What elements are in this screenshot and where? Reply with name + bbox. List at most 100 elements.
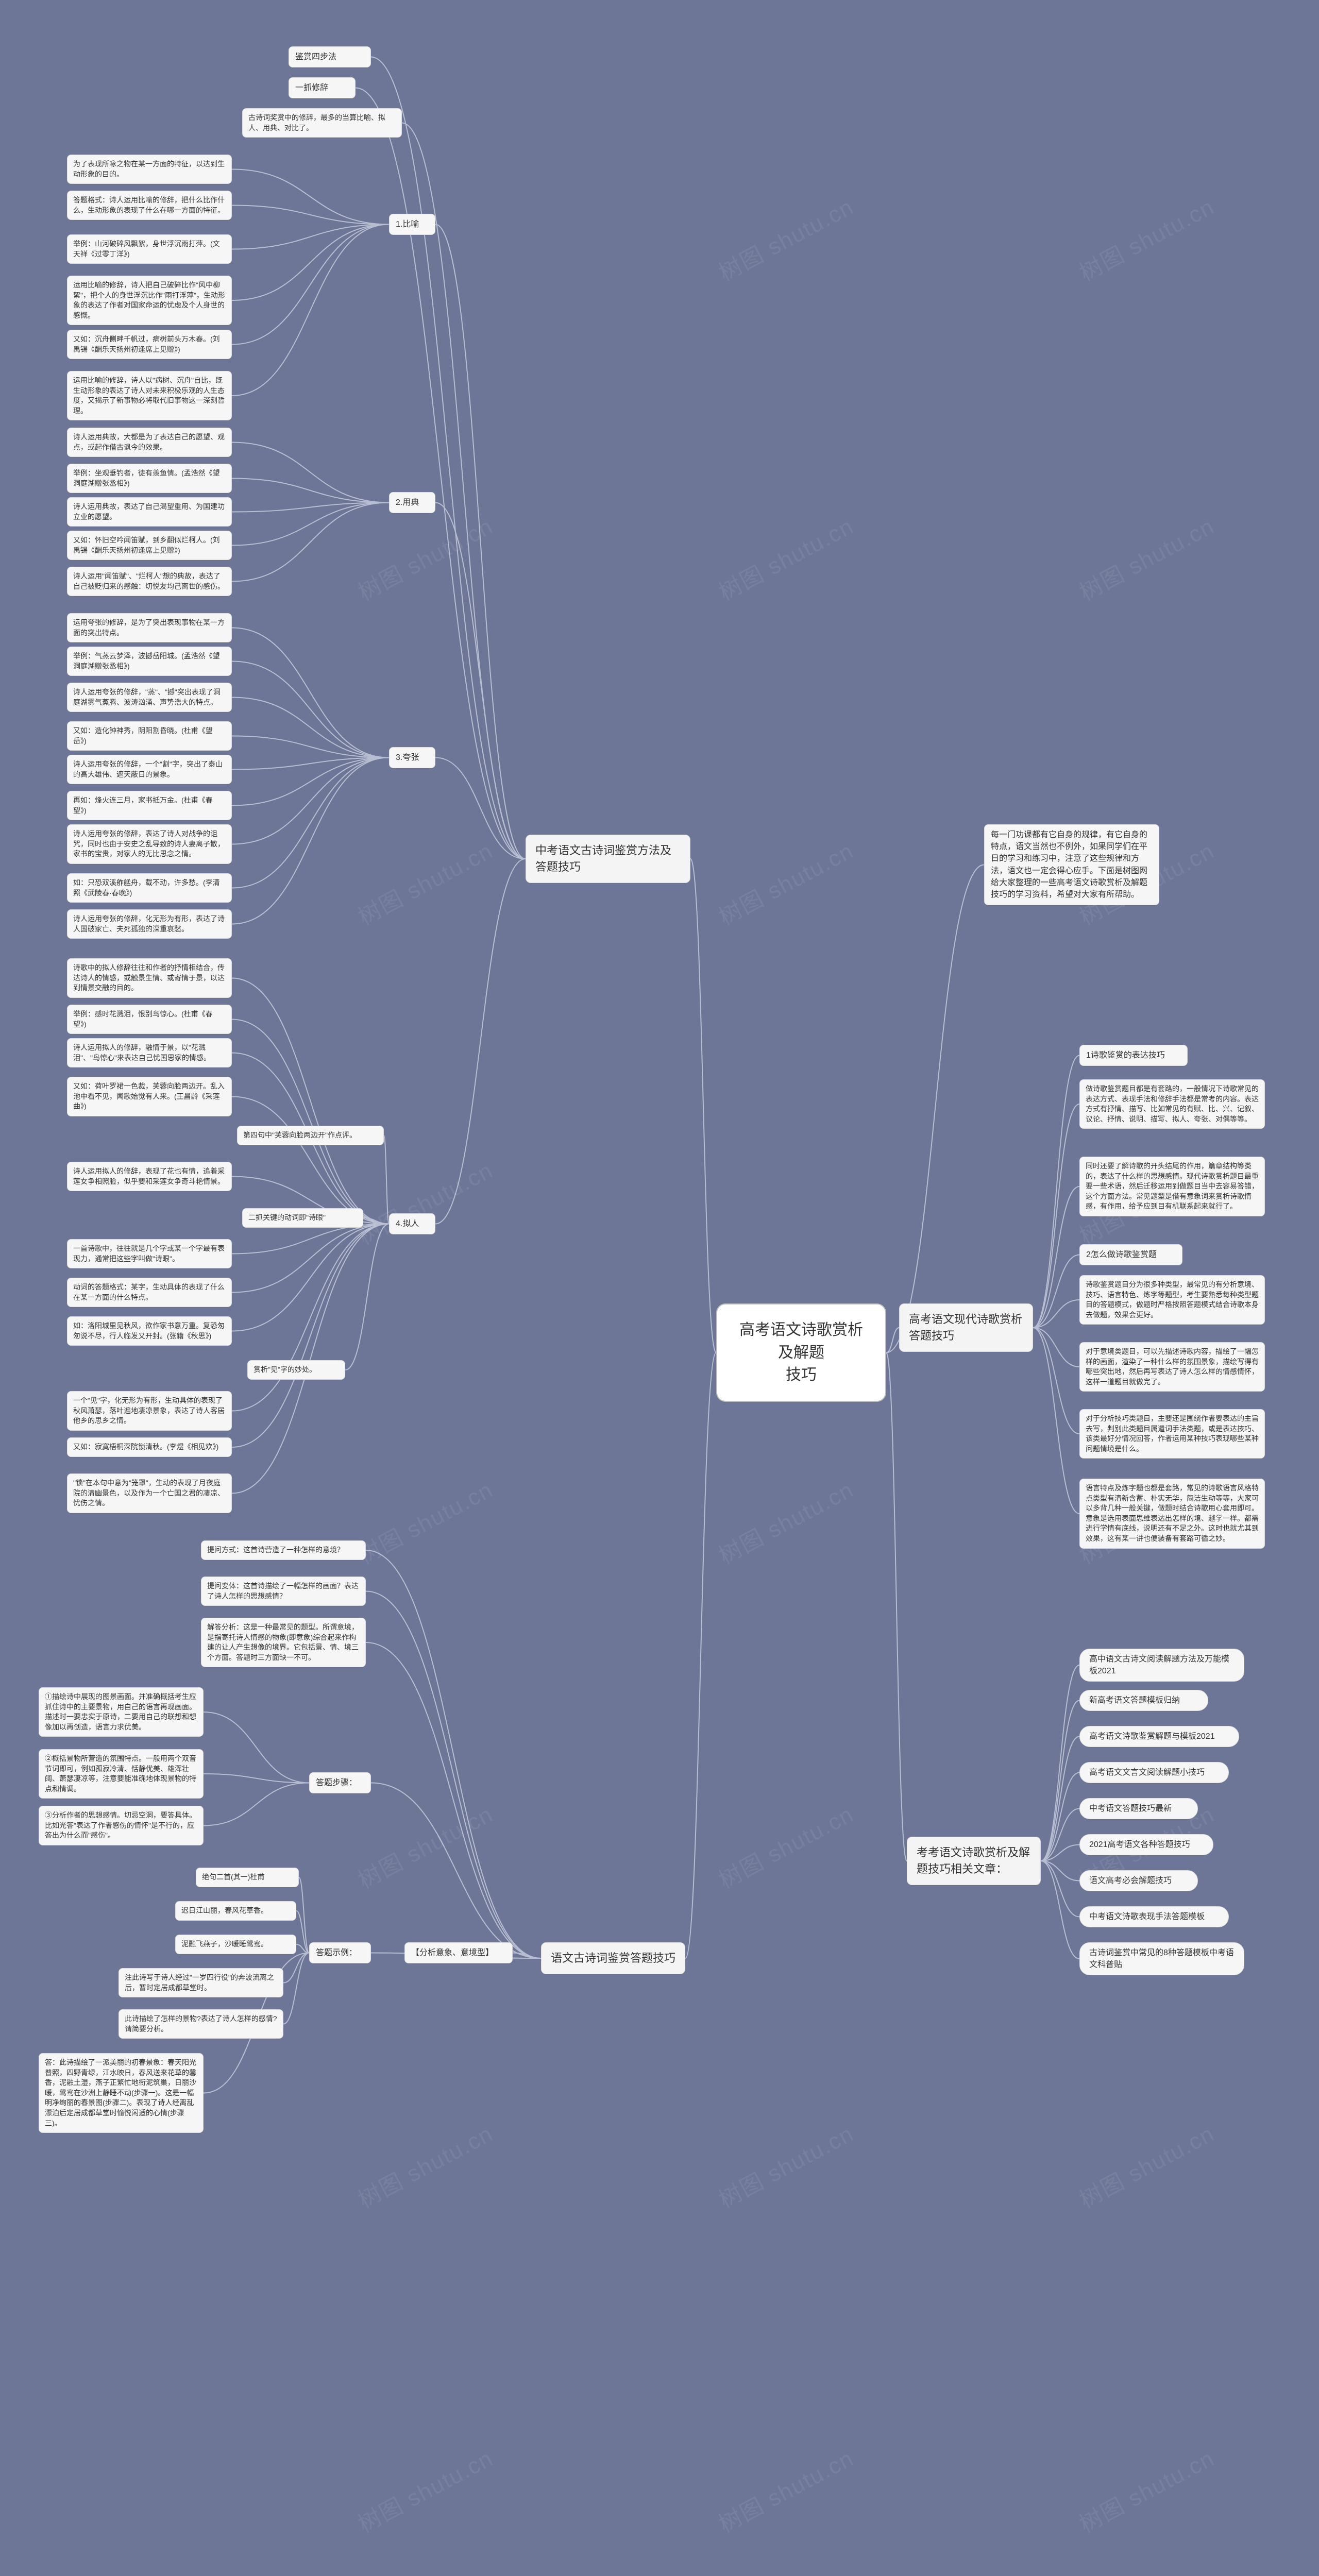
mindmap-node: 2怎么做诗歌鉴赏题 (1079, 1244, 1182, 1265)
mindmap-node: 1诗歌鉴赏的表达技巧 (1079, 1045, 1188, 1066)
edge (1041, 1861, 1079, 1959)
mindmap-node: 诗人运用夸张的修辞，一个"割"字，突出了泰山的高大雄伟、遮天蔽日的景象。 (67, 755, 232, 784)
edge (1041, 1845, 1079, 1861)
edge (296, 1911, 309, 1953)
mindmap-node: 又如：寂寞梧桐深院锁清秋。(李煜《相见欢》) (67, 1437, 232, 1457)
mindmap-node: 如：洛阳城里见秋风，欲作家书意万重。复恐匆匆说不尽，行人临发又开封。(张籍《秋思… (67, 1316, 232, 1346)
mindmap-node: 1.比喻 (389, 214, 435, 235)
mindmap-node: 2.用典 (389, 492, 435, 513)
edge (232, 225, 389, 301)
mindmap-node: 第四句中"芙蓉向脸两边开"作点评。 (237, 1126, 384, 1145)
watermark: 树图 shutu.cn (1073, 2440, 1220, 2539)
node-label: 举例：气蒸云梦泽，波撼岳阳城。(孟浩然《望洞庭湖赠张丞相》) (73, 652, 220, 670)
mindmap-node: ③分析作者的思想感情。切忌空洞，要答具体。比如光答"表达了作者感伤的情怀"是不行… (39, 1806, 204, 1845)
node-label: "锁"在本句中意为"笼罩"，生动的表现了月夜庭院的清幽景色，以及作为一个亡国之君… (73, 1479, 225, 1507)
edge (1041, 1665, 1079, 1861)
node-label: 第四句中"芙蓉向脸两边开"作点评。 (243, 1131, 357, 1139)
edge (232, 758, 389, 770)
edge (435, 503, 526, 859)
watermark: 树图 shutu.cn (712, 189, 859, 287)
node-label: 古诗词奖赏中的修辞，最多的当算比喻、拟人、用典、对比了。 (248, 113, 385, 132)
edge (232, 1224, 389, 1331)
mindmap-node: 考考语文诗歌赏析及解题技巧相关文章： (907, 1837, 1041, 1885)
mindmap-node: 高考语文文言文阅读解题小技巧 (1079, 1762, 1229, 1783)
edge (366, 1642, 541, 1958)
edge (1041, 1861, 1079, 1881)
edge (204, 1783, 309, 1826)
edge (435, 859, 526, 1224)
mindmap-node: 对于分析技巧类题目，主要还是围绕作者要表达的主旨去写，判别此类题目属遣词手法类题… (1079, 1409, 1265, 1459)
mindmap-node: 中考语文答题技巧最新 (1079, 1798, 1198, 1819)
mindmap-node: 提问方式：这首诗营造了一种怎样的意境？ (201, 1540, 366, 1560)
node-label: 举例：坐观垂钓者，徒有羡鱼情。(孟浩然《望洞庭湖赠张丞相》) (73, 469, 220, 487)
edge (1041, 1701, 1079, 1861)
mindmap-node: 解答分析：这是一种最常见的题型。所谓意境，是指寄托诗人情感的物象(即意象)综合起… (201, 1618, 366, 1667)
mindmap-node: "锁"在本句中意为"笼罩"，生动的表现了月夜庭院的清幽景色，以及作为一个亡国之君… (67, 1473, 232, 1513)
watermark: 树图 shutu.cn (1073, 2115, 1220, 2214)
node-label: 一个"见"字，化无形为有形，生动具体的表现了秋风萧瑟，落叶遍地凄凉景象，表达了诗… (73, 1396, 225, 1425)
mindmap-node: 举例：感时花溅泪，恨别鸟惊心。(杜甫《春望》) (67, 1005, 232, 1034)
node-label: 此诗描绘了怎样的景物?表达了诗人怎样的感情?请简要分析。 (125, 2014, 277, 2033)
mindmap-node: 迟日江山丽，春风花草香。 (175, 1901, 296, 1921)
edge (1033, 1104, 1079, 1328)
node-label: 又如：造化钟神秀，阴阳割昏晓。(杜甫《望岳》) (73, 726, 213, 745)
node-label: 考考语文诗歌赏析及解题技巧相关文章： (917, 1846, 1030, 1875)
node-label: 再如：烽火连三月，家书抵万金。(杜甫《春望》) (73, 796, 213, 815)
watermark: 树图 shutu.cn (1073, 508, 1220, 607)
mindmap-node: 一个"见"字，化无形为有形，生动具体的表现了秋风萧瑟，落叶遍地凄凉景象，表达了诗… (67, 1391, 232, 1431)
watermark: 树图 shutu.cn (712, 833, 859, 931)
node-label: 答：此诗描绘了一派美丽的初春景象：春天阳光普照，四野青绿，江水映日，春风送来花草… (45, 2058, 196, 2127)
mindmap-node: 高考语文诗歌赏析及解题 技巧 (716, 1303, 886, 1402)
node-label: ③分析作者的思想感情。切忌空洞，要答具体。比如光答"表达了作者感伤的情怀"是不行… (45, 1811, 196, 1839)
node-label: 中考语文答题技巧最新 (1089, 1804, 1172, 1813)
edge (232, 628, 389, 758)
edge (232, 1224, 389, 1254)
node-label: 语文高考必会解题技巧 (1089, 1876, 1172, 1885)
watermark: 树图 shutu.cn (351, 2115, 498, 2214)
node-label: 做诗歌鉴赏题目都是有套路的，一般情况下诗歌常见的表达方式、表现手法和修辞手法都是… (1086, 1084, 1259, 1123)
mindmap-node: 又如：荷叶罗裙一色裁，芙蓉向脸两边开。乱入池中看不见，闻歌始觉有人来。(王昌龄《… (67, 1077, 232, 1116)
node-label: 鉴赏四步法 (295, 53, 336, 61)
mindmap-node: 古诗词奖赏中的修辞，最多的当算比喻、拟人、用典、对比了。 (242, 108, 402, 138)
mindmap-node: 中考语文古诗词鉴赏方法及答题技巧 (526, 835, 690, 883)
mindmap-node: 答题格式：诗人运用比喻的修辞，把什么比作什么，生动形象的表现了什么在哪一方面的特… (67, 191, 232, 220)
mindmap-node: 语文古诗词鉴赏答题技巧 (541, 1942, 685, 1974)
watermark: 树图 shutu.cn (351, 1796, 498, 1895)
mindmap-node: 再如：烽火连三月，家书抵万金。(杜甫《春望》) (67, 791, 232, 820)
edge (690, 859, 716, 1353)
mindmap-node: 绝句二首(其一)杜甫 (196, 1868, 299, 1887)
watermark: 树图 shutu.cn (351, 1152, 498, 1251)
node-label: 一首诗歌中，往往就是几个字或某一个字最有表现力，通常把这些字叫做"诗眼"。 (73, 1244, 225, 1263)
edge (232, 1224, 389, 1448)
node-label: 诗人运用夸张的修辞，化无形为有形，表达了诗人国破家亡、夫死孤独的深重哀愁。 (73, 914, 225, 933)
node-label: 2021高考语文各种答题技巧 (1089, 1840, 1190, 1849)
edge (513, 1953, 541, 1959)
mindmap-node: 高考语文现代诗歌赏析答题技巧 (899, 1303, 1033, 1352)
edge (232, 978, 389, 1224)
edge (232, 758, 389, 844)
mindmap-node: 诗人运用夸张的修辞，"蒸"、"撼"突出表现了洞庭湖雾气蒸腾、波涛汹涌、声势浩大的… (67, 683, 232, 712)
watermark: 树图 shutu.cn (712, 1471, 859, 1570)
node-label: 又如：怀旧空吟闻笛赋，到乡翻似烂柯人。(刘禹锡《酬乐天扬州初逢席上见赠》) (73, 536, 220, 554)
watermark: 树图 shutu.cn (712, 508, 859, 607)
edge (232, 1020, 389, 1224)
edge (232, 503, 389, 582)
edge (296, 1944, 309, 1953)
mindmap-node: 高考语文诗歌鉴赏解题与模板2021 (1079, 1726, 1239, 1747)
mindmap-node: 答：此诗描绘了一派美丽的初春景象：春天阳光普照，四野青绿，江水映日，春风送来花草… (39, 2053, 204, 2133)
mindmap-node: 鉴赏四步法 (289, 46, 371, 67)
node-label: 2.用典 (396, 498, 419, 507)
edge (366, 1550, 541, 1958)
edge (232, 503, 389, 546)
mindmap-node: 诗人运用夸张的修辞，化无形为有形，表达了诗人国破家亡、夫死孤独的深重哀愁。 (67, 909, 232, 939)
node-label: 提问方式：这首诗营造了一种怎样的意境？ (207, 1546, 344, 1554)
edge (1033, 1300, 1079, 1328)
node-label: 高考语文现代诗歌赏析答题技巧 (909, 1313, 1022, 1342)
mindmap-node: 动词的答题格式：某字，生动具体的表现了什么在某一方面的什么特点。 (67, 1278, 232, 1307)
watermark: 树图 shutu.cn (351, 508, 498, 607)
edge (232, 170, 389, 225)
node-label: 诗人运用典故，大都是为了表达自己的愿望、观点，或起作借古讽今的效果。 (73, 433, 225, 451)
edge (232, 1224, 389, 1494)
edge (1041, 1773, 1079, 1861)
mindmap-node: 答题步骤： (309, 1772, 371, 1793)
